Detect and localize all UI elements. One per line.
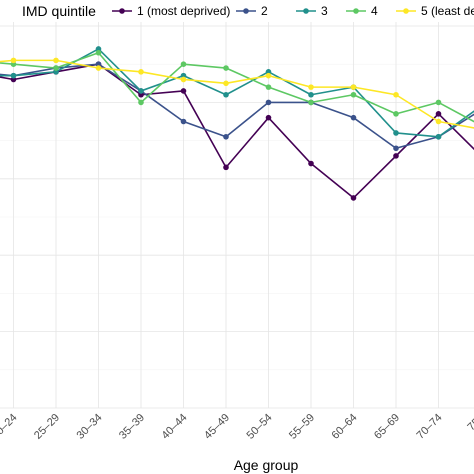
x-tick-label-3: 30–34 xyxy=(75,412,105,442)
data-point-s1-11 xyxy=(435,111,442,117)
data-point-s4-4 xyxy=(138,99,144,106)
x-tick-label-11: 70–74 xyxy=(415,412,445,442)
legend-key-dot-2 xyxy=(243,8,249,14)
data-point-s1-7 xyxy=(265,114,272,121)
data-point-s1-6 xyxy=(223,164,229,171)
data-point-s1-5 xyxy=(180,88,187,94)
series-points xyxy=(10,46,442,201)
x-axis-tick-labels: 16–1920–2425–2930–3435–3940–4445–4950–54… xyxy=(0,412,474,442)
x-tick-label-1: 20–24 xyxy=(0,412,20,442)
series-line-5 xyxy=(0,59,474,129)
data-point-s5-8 xyxy=(308,84,314,90)
x-tick-label-10: 65–69 xyxy=(372,412,402,442)
data-point-s4-3 xyxy=(95,49,102,56)
data-point-s2-7 xyxy=(265,99,272,106)
legend-title: IMD quintile xyxy=(22,3,96,19)
data-point-s4-8 xyxy=(308,99,314,106)
legend-key-dot-1 xyxy=(119,8,125,14)
x-tick-label-8: 55–59 xyxy=(287,412,317,442)
data-point-s3-10 xyxy=(393,130,399,136)
gridlines xyxy=(0,22,474,409)
legend-label-4: 4 xyxy=(371,4,378,18)
x-tick-label-7: 50–54 xyxy=(245,412,275,442)
legend-key-dot-5 xyxy=(403,8,409,14)
data-point-s5-3 xyxy=(95,65,102,71)
data-point-s5-7 xyxy=(265,72,272,79)
data-point-s5-1 xyxy=(10,57,17,64)
data-point-s3-6 xyxy=(223,91,229,98)
legend-label-3: 3 xyxy=(321,4,328,18)
x-tick-label-12: 75+ xyxy=(465,412,474,434)
series-line-1 xyxy=(0,63,474,199)
data-point-s4-11 xyxy=(435,99,442,106)
data-point-s5-11 xyxy=(435,118,442,125)
x-tick-label-4: 35–39 xyxy=(117,412,147,442)
x-tick-label-6: 45–49 xyxy=(202,412,232,442)
legend-label-5: 5 (least deprived) xyxy=(421,4,474,18)
series-line-2 xyxy=(0,63,474,150)
data-point-s3-8 xyxy=(308,91,314,98)
data-point-s3-11 xyxy=(435,133,442,140)
data-point-s2-6 xyxy=(223,133,229,140)
data-point-s1-8 xyxy=(308,160,314,167)
legend-label-1: 1 (most deprived) xyxy=(137,4,230,18)
series-lines xyxy=(0,48,474,199)
data-point-s1-9 xyxy=(350,195,357,201)
legend: IMD quintile 1 (most deprived) 2 3 4 5 (leas… xyxy=(22,3,474,19)
legend-key-dot-3 xyxy=(303,8,309,14)
legend-label-2: 2 xyxy=(261,4,268,18)
data-point-s4-9 xyxy=(350,91,357,98)
data-point-s4-6 xyxy=(223,65,229,71)
data-point-s2-9 xyxy=(350,114,357,121)
x-tick-label-9: 60–64 xyxy=(330,412,360,442)
x-axis-title: Age group xyxy=(234,457,299,473)
x-tick-label-2: 25–29 xyxy=(32,412,62,442)
data-point-s5-9 xyxy=(350,84,357,90)
data-point-s5-2 xyxy=(53,57,59,64)
data-point-s5-4 xyxy=(138,69,144,75)
data-point-s4-2 xyxy=(53,65,59,71)
data-point-s3-4 xyxy=(138,88,144,94)
data-point-s5-5 xyxy=(180,76,187,83)
data-point-s1-10 xyxy=(393,153,399,159)
data-point-s4-5 xyxy=(180,61,187,67)
data-point-s5-10 xyxy=(393,91,399,98)
data-point-s4-10 xyxy=(393,111,399,117)
data-point-s2-10 xyxy=(393,145,399,152)
data-point-s5-6 xyxy=(223,80,229,87)
data-point-s2-5 xyxy=(180,118,187,125)
legend-key-dot-4 xyxy=(353,8,359,14)
data-point-s4-7 xyxy=(265,84,272,90)
data-point-s3-1 xyxy=(10,72,17,79)
x-tick-label-5: 40–44 xyxy=(160,412,190,442)
